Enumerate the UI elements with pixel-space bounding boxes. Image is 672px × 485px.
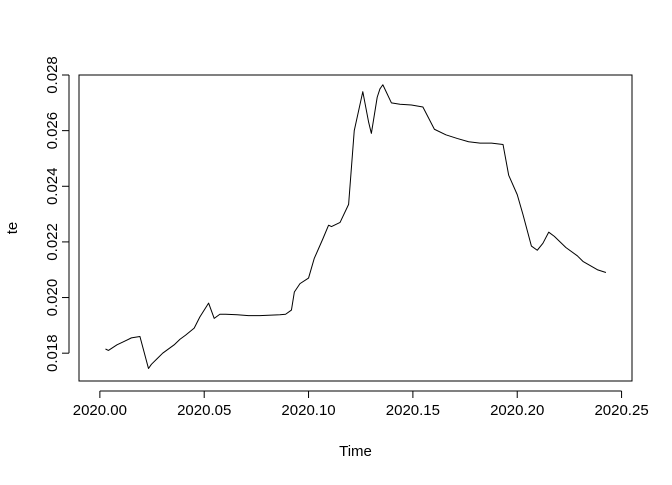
series-line — [105, 84, 607, 369]
y-tick-label: 0.024 — [44, 167, 61, 205]
y-tick-label: 0.020 — [44, 279, 61, 317]
x-axis: 2020.00 2020.05 2020.10 2020.15 2020.20 2020.… — [73, 390, 649, 419]
series-layer — [105, 84, 607, 369]
y-tick-label: 0.026 — [44, 112, 61, 150]
x-tick-label: 2020.10 — [281, 402, 335, 419]
y-axis-label: te — [4, 222, 21, 235]
x-tick-label: 2020.05 — [177, 402, 231, 419]
plot-frame — [78, 74, 633, 382]
y-tick-label: 0.028 — [44, 56, 61, 94]
x-tick-label: 2020.15 — [386, 402, 440, 419]
x-tick-label: 2020.00 — [73, 402, 127, 419]
x-tick-label: 2020.25 — [594, 402, 648, 419]
y-tick-label: 0.022 — [44, 223, 61, 261]
y-axis: 0.018 0.020 0.022 0.024 0.026 0.028 — [44, 56, 70, 372]
x-axis-label: Time — [339, 443, 372, 460]
x-tick-label: 2020.20 — [490, 402, 544, 419]
y-tick-label: 0.018 — [44, 334, 61, 372]
